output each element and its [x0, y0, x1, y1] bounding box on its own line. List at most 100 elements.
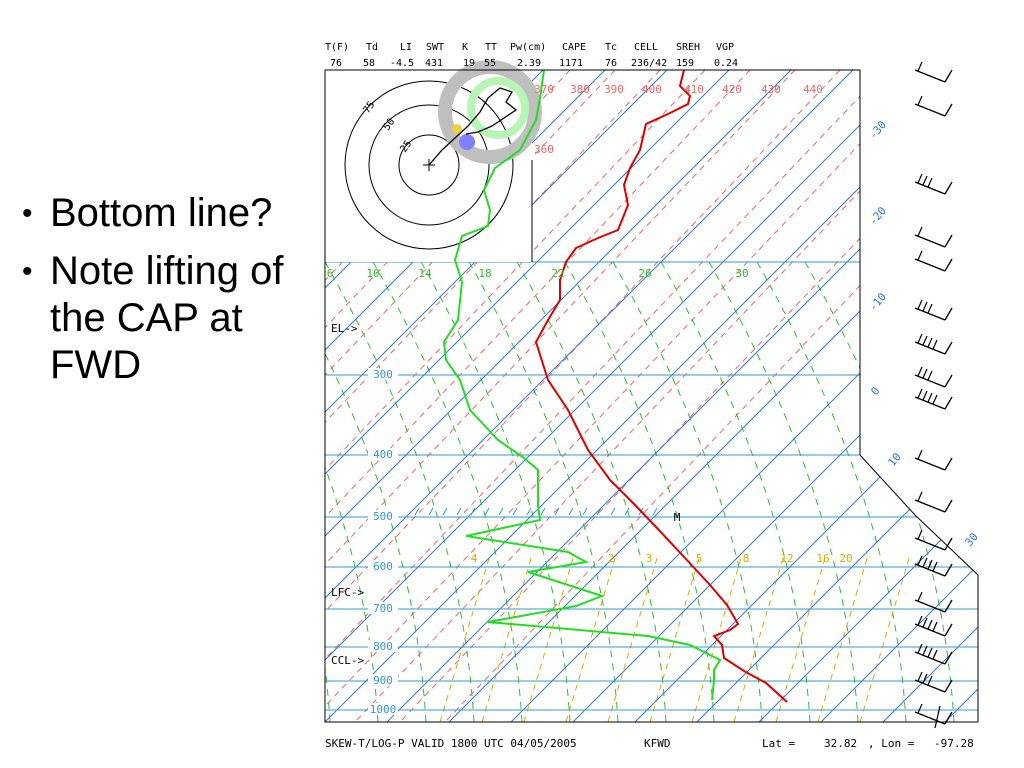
isotherm — [696, 70, 978, 722]
isotherm — [325, 70, 854, 722]
level-label: LFC-> — [331, 586, 364, 599]
wind-barb-feather — [922, 368, 928, 379]
mixing-ratio-label: 16 — [816, 552, 829, 565]
wind-barb-feather — [922, 175, 928, 186]
wind-barb — [914, 61, 953, 83]
pressure-label-bg — [368, 640, 398, 652]
isotherm — [325, 70, 730, 722]
header-value: -4.5 — [390, 58, 414, 69]
isobar-tick — [582, 507, 588, 516]
wind-barb-feather — [917, 366, 923, 377]
header-label: VGP — [716, 42, 734, 53]
pressure-label-bg — [368, 448, 398, 460]
theta-label: 380 — [570, 83, 590, 96]
wind-barb-feather — [927, 619, 933, 630]
wind-barb-feather — [917, 95, 923, 106]
wind-barb-staff — [914, 258, 946, 272]
wind-barb — [914, 671, 953, 693]
mixing-ratio-label: 10 — [366, 267, 379, 280]
wind-barb-tip — [944, 499, 953, 513]
header-label: Td — [366, 42, 378, 53]
wind-barb — [914, 529, 953, 551]
wind-barb — [914, 333, 953, 355]
wind-barb — [914, 555, 953, 577]
mixing-ratio-label: 22 — [551, 267, 564, 280]
header-value: 431 — [425, 58, 443, 69]
isobar-tick — [512, 507, 518, 516]
mixing-ratio-line — [481, 554, 533, 722]
isobar-tick — [484, 507, 490, 516]
wind-barb-staff — [914, 103, 946, 117]
wind-barb-feather — [917, 388, 923, 399]
bullet-item: Bottom line? — [22, 190, 292, 237]
wind-barb — [914, 615, 953, 637]
pressure-label-bg — [368, 560, 398, 572]
wind-barb-feather — [917, 555, 923, 566]
pressure-label-bg — [368, 703, 398, 715]
level-label: EL-> — [331, 322, 358, 335]
isotherm — [510, 70, 978, 722]
wind-barb-feather — [932, 339, 938, 350]
theta-label: 400 — [642, 83, 662, 96]
wind-barb-tip — [944, 457, 953, 471]
wind-barb-feather — [932, 394, 938, 405]
theta-label: 410 — [684, 83, 704, 96]
pressure-label: 900 — [373, 674, 393, 687]
wind-barb-staff — [914, 563, 946, 577]
wind-barb-tip — [944, 234, 953, 248]
wind-barb-staff — [914, 679, 946, 693]
footer-lon-value: -97.28 — [934, 737, 974, 750]
wind-barb-feather — [917, 226, 923, 237]
theta-label: 420 — [722, 83, 742, 96]
mixing-ratio-line — [691, 554, 743, 722]
wind-barb — [914, 226, 953, 248]
theta-label: 440 — [803, 83, 823, 96]
footer-lat-label: Lat = — [762, 737, 795, 750]
mixing-ratio-line — [859, 554, 911, 722]
wind-barb-feather — [917, 671, 923, 682]
wind-barb — [914, 250, 953, 272]
header-value: 159 — [676, 58, 694, 69]
moist-adiabat — [325, 259, 379, 722]
isobar-tick — [610, 507, 616, 516]
header-label: TT — [485, 42, 497, 53]
footer-lat-value: 32.82 — [824, 737, 857, 750]
wind-barb — [914, 491, 953, 513]
wind-barb-tip — [944, 599, 953, 613]
pressure-label-bg — [368, 368, 398, 380]
wind-barb-tip — [944, 651, 953, 665]
moist-adiabat — [419, 259, 571, 722]
isobar-tick — [596, 507, 602, 516]
header-label: LI — [400, 42, 412, 53]
isotherm — [758, 70, 978, 722]
mixing-ratio-line — [439, 554, 491, 722]
moist-adiabat — [611, 259, 763, 722]
mixing-ratio-label: 18 — [478, 267, 491, 280]
wind-barb-staff — [914, 396, 946, 410]
isobar-tick — [624, 507, 630, 516]
header-value: 236/42 — [631, 58, 667, 69]
dry-adiabat — [444, 70, 978, 722]
header-label: SWT — [426, 42, 444, 53]
wind-barb-feather — [917, 250, 923, 261]
pressure-label: 400 — [373, 448, 393, 461]
wind-barb-staff — [914, 537, 946, 551]
moist-adiabat — [659, 259, 811, 722]
wind-barb-tip — [944, 563, 953, 577]
level-label: CCL-> — [331, 654, 364, 667]
footer-title: SKEW-T/LOG-P VALID 1800 UTC 04/05/2005 — [325, 737, 577, 750]
header-label: SREH — [676, 42, 700, 53]
wind-barb — [914, 703, 953, 725]
pressure-label: 500 — [373, 510, 393, 523]
wind-barb-staff — [914, 234, 946, 248]
pressure-label: 600 — [373, 560, 393, 573]
mixing-ratio-label: 3 — [646, 552, 653, 565]
wind-barb — [914, 591, 953, 613]
theta-label: 370 — [534, 83, 554, 96]
isotherm — [448, 70, 978, 722]
wind-barb-staff — [914, 651, 946, 665]
header-value: 19 — [463, 58, 475, 69]
isotherm-label: 10 — [885, 450, 903, 469]
wind-barb-staff — [934, 705, 941, 729]
